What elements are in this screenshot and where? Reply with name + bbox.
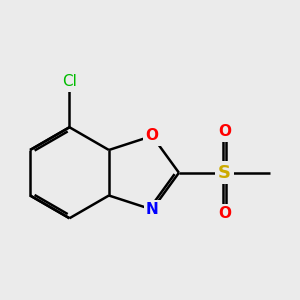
Text: N: N (146, 202, 158, 217)
Text: S: S (218, 164, 231, 182)
Text: O: O (146, 128, 159, 143)
Text: Cl: Cl (62, 74, 77, 89)
Text: O: O (218, 124, 231, 139)
Text: O: O (218, 206, 231, 221)
